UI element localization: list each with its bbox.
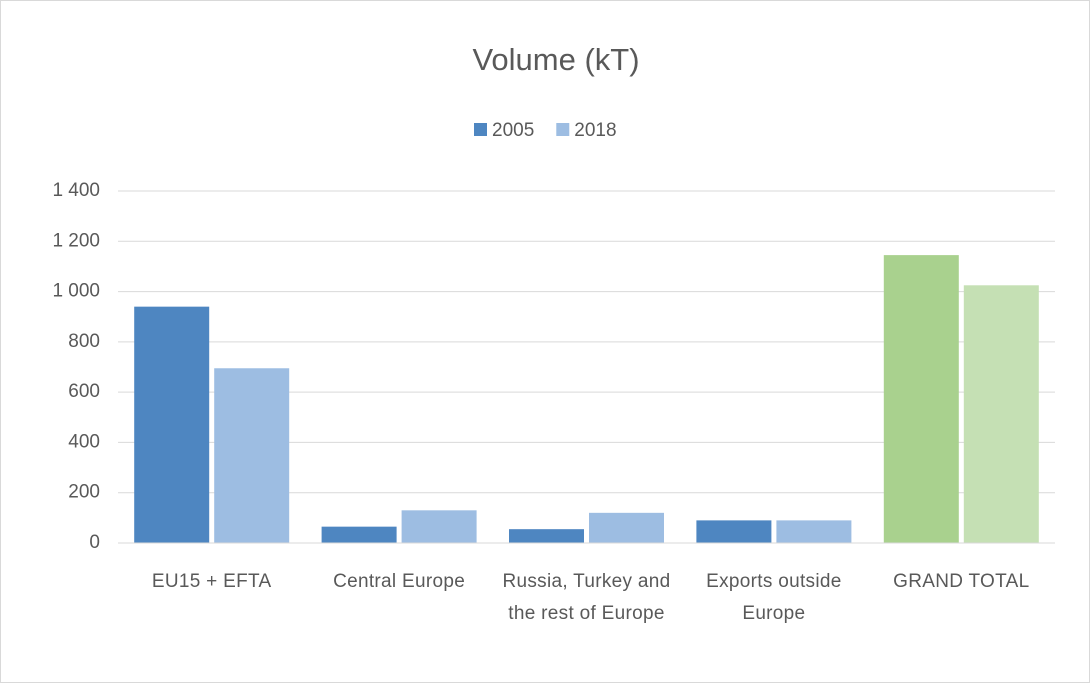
x-tick-label: Central Europe	[333, 571, 466, 592]
y-tick-label: 1 400	[52, 180, 100, 201]
x-tick-label: GRAND TOTAL	[893, 571, 1030, 592]
bar	[696, 520, 772, 543]
bar	[883, 255, 959, 543]
bar	[589, 512, 664, 543]
bar	[963, 285, 1039, 543]
bar	[134, 306, 210, 543]
legend-swatch	[556, 123, 570, 136]
y-tick-label: 800	[68, 331, 100, 352]
legend-swatch	[474, 123, 487, 136]
bar	[321, 526, 397, 543]
y-tick-label: 400	[68, 431, 100, 452]
y-tick-label: 1 200	[52, 230, 100, 251]
bar	[401, 510, 477, 543]
y-tick-label: 200	[68, 482, 100, 503]
y-tick-label: 600	[68, 381, 100, 402]
x-tick-label: EU15 + EFTA	[151, 571, 272, 592]
legend-label: 2005	[492, 120, 534, 141]
legend-label: 2018	[574, 120, 616, 141]
x-tick-label: Russia, Turkey and the rest of Europe	[502, 571, 671, 624]
x-tick-label: Exports outside Europe	[706, 571, 842, 624]
bar	[214, 368, 290, 543]
y-tick-label: 0	[89, 532, 100, 553]
y-tick-label: 1 000	[52, 281, 100, 302]
bar	[776, 520, 852, 543]
chart-title: Volume (kT)	[472, 42, 639, 77]
bar	[509, 529, 584, 543]
